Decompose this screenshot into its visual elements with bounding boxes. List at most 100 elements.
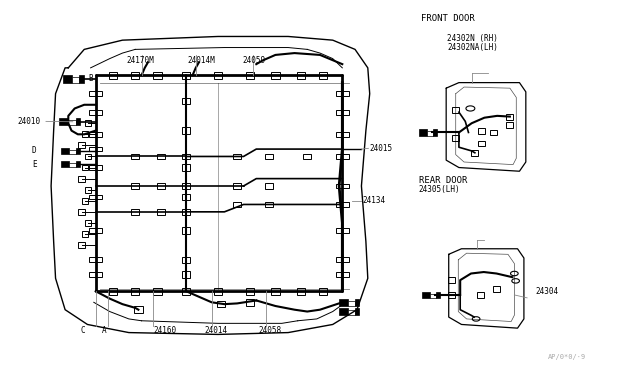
Bar (246, 299, 254, 306)
Bar (182, 98, 190, 105)
Bar (506, 113, 513, 119)
Bar (246, 288, 254, 295)
Bar (90, 272, 102, 277)
Bar (182, 164, 190, 171)
Bar (157, 154, 164, 160)
Bar (79, 242, 85, 248)
Text: 24302N (RH): 24302N (RH) (447, 34, 499, 43)
Bar (90, 195, 102, 199)
Bar (427, 131, 433, 136)
Bar (72, 77, 79, 83)
Bar (131, 183, 139, 189)
Bar (436, 292, 440, 298)
Bar (477, 128, 484, 134)
Text: 24059: 24059 (243, 56, 266, 65)
Bar (157, 183, 164, 189)
Bar (85, 220, 92, 226)
Text: 24014: 24014 (204, 326, 227, 335)
Bar (182, 227, 190, 234)
Bar (265, 154, 273, 160)
Bar (234, 154, 241, 160)
Text: 24170M: 24170M (126, 56, 154, 65)
Bar (336, 132, 349, 137)
Bar (90, 110, 102, 115)
Bar (131, 71, 140, 79)
Bar (303, 154, 311, 160)
Bar (61, 148, 69, 154)
Bar (85, 120, 92, 126)
Bar (182, 183, 190, 189)
Bar (61, 161, 69, 167)
Bar (82, 231, 88, 237)
Bar (79, 209, 85, 215)
Bar (433, 129, 437, 136)
Bar (154, 288, 162, 295)
Bar (419, 129, 427, 136)
Bar (90, 257, 102, 262)
Text: D: D (32, 147, 36, 155)
Bar (59, 118, 68, 125)
Bar (131, 288, 140, 295)
Bar (214, 288, 222, 295)
Bar (82, 131, 88, 137)
Bar (82, 164, 88, 170)
Text: C: C (81, 326, 85, 335)
Bar (90, 91, 102, 96)
Bar (82, 198, 88, 204)
Bar (182, 127, 190, 134)
Bar (85, 154, 92, 160)
Bar (271, 71, 280, 79)
Text: A: A (102, 326, 107, 335)
Bar (422, 292, 429, 298)
Bar (182, 271, 190, 278)
Bar (85, 187, 92, 193)
Bar (69, 163, 76, 167)
Text: 24010: 24010 (17, 117, 40, 126)
Bar (63, 75, 72, 83)
Bar (271, 288, 280, 295)
Text: E: E (32, 160, 36, 169)
Bar (109, 71, 117, 79)
Text: 24134: 24134 (362, 196, 385, 205)
Bar (336, 272, 349, 277)
Bar (348, 301, 355, 306)
Bar (214, 71, 222, 79)
Text: 24304: 24304 (536, 287, 559, 296)
Text: 24305(LH): 24305(LH) (419, 185, 460, 194)
Bar (452, 135, 460, 141)
Bar (131, 154, 139, 160)
Bar (131, 209, 139, 215)
Bar (471, 150, 478, 156)
Bar (134, 307, 143, 313)
Bar (79, 75, 84, 83)
Bar (76, 118, 80, 125)
Bar (319, 288, 327, 295)
Bar (234, 183, 241, 189)
Bar (182, 209, 190, 215)
Bar (477, 292, 484, 298)
Bar (339, 299, 348, 306)
Bar (90, 165, 102, 170)
Bar (297, 71, 305, 79)
Bar (348, 310, 355, 315)
Text: REAR DOOR: REAR DOOR (419, 176, 467, 185)
Bar (336, 202, 349, 207)
Bar (76, 148, 80, 154)
Bar (265, 183, 273, 189)
Text: AP/0*0/·9: AP/0*0/·9 (548, 353, 586, 360)
Bar (493, 286, 500, 292)
Bar (265, 202, 273, 208)
Bar (182, 257, 190, 263)
Bar (246, 71, 254, 79)
Bar (157, 209, 164, 215)
Bar (336, 184, 349, 188)
Bar (79, 176, 85, 182)
Bar (355, 299, 359, 306)
Bar (449, 277, 456, 283)
Bar (109, 288, 117, 295)
Text: 24302NA(LH): 24302NA(LH) (447, 43, 499, 52)
Bar (90, 132, 102, 137)
Bar (336, 110, 349, 115)
Bar (477, 141, 484, 147)
Bar (76, 161, 80, 167)
